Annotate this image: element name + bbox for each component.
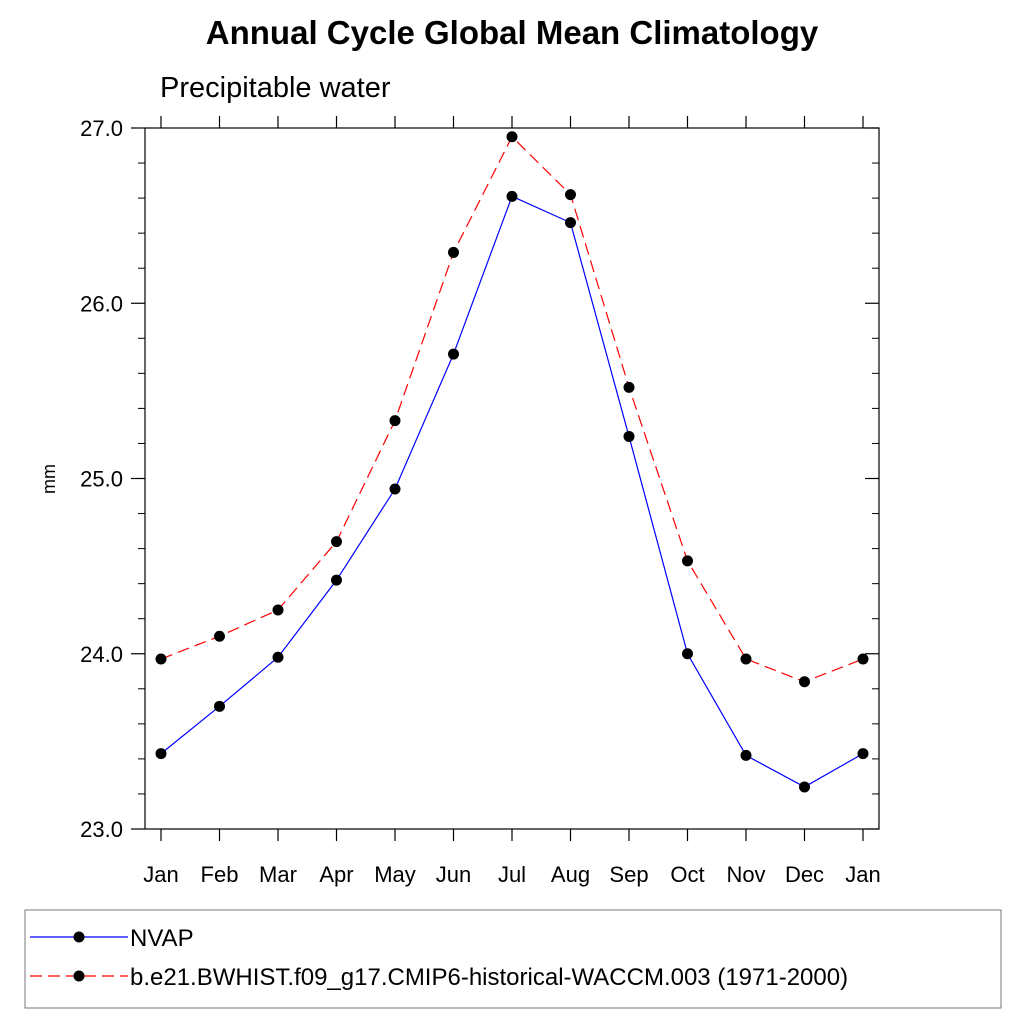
y-tick-label: 26.0 [80, 291, 123, 316]
data-point [623, 430, 635, 442]
data-point [506, 131, 518, 143]
axis-ticks: Jan Feb Mar Apr May Jun Jul Aug Sep Oct Nov Dec Jan 2… [80, 116, 881, 887]
data-point [740, 653, 752, 665]
chart-title: Annual Cycle Global Mean Climatology [205, 14, 819, 51]
data-point [155, 748, 167, 760]
y-tick-label: 23.0 [80, 817, 123, 842]
data-point [214, 630, 225, 642]
series-layer [155, 131, 869, 793]
legend-box [24, 909, 1002, 1009]
data-point [448, 246, 459, 258]
data-point [331, 536, 342, 548]
data-point [506, 190, 518, 202]
x-tick-label: Apr [319, 862, 353, 887]
x-tick-label: Sep [609, 862, 648, 887]
x-tick-label: Jan [845, 862, 880, 887]
data-point [799, 676, 810, 688]
data-point [389, 483, 401, 495]
plot-frame [144, 127, 880, 830]
legend-marker [73, 970, 85, 982]
x-tick-label: Oct [670, 862, 704, 887]
x-tick-label: Jun [436, 862, 471, 887]
x-tick-label: Mar [259, 862, 297, 887]
x-tick-label: Dec [785, 862, 824, 887]
x-tick-label: Jul [498, 862, 526, 887]
data-point [272, 604, 284, 616]
x-tick-label: Feb [201, 862, 239, 887]
data-point [389, 415, 401, 427]
data-point [857, 653, 869, 665]
y-axis-label: mm [39, 464, 59, 494]
data-point [623, 381, 635, 393]
chart-subtitle: Precipitable water [160, 72, 391, 104]
legend-marker [73, 931, 85, 943]
data-point [448, 348, 459, 360]
data-point [740, 749, 752, 761]
data-point [565, 217, 576, 229]
y-tick-label: 24.0 [80, 642, 123, 667]
legend: NVAP b.e21.BWHIST.f09_g17.CMIP6-historica… [30, 925, 848, 991]
data-point [214, 700, 225, 712]
series-line [160, 135, 864, 683]
x-tick-label: May [374, 862, 416, 887]
series-line [160, 195, 864, 788]
legend-label: b.e21.BWHIST.f09_g17.CMIP6-historical-WA… [130, 964, 848, 991]
data-point [331, 574, 342, 586]
x-tick-label: Aug [551, 862, 590, 887]
data-point [857, 748, 869, 760]
data-point [799, 781, 810, 793]
data-point [565, 189, 576, 201]
data-point [682, 555, 693, 567]
x-tick-label: Nov [726, 862, 765, 887]
data-point [155, 653, 167, 665]
x-tick-label: Jan [143, 862, 178, 887]
legend-label: NVAP [130, 925, 194, 952]
data-point [272, 651, 284, 663]
y-tick-label: 25.0 [80, 467, 123, 492]
data-point [682, 648, 693, 660]
y-tick-label: 27.0 [80, 116, 123, 141]
